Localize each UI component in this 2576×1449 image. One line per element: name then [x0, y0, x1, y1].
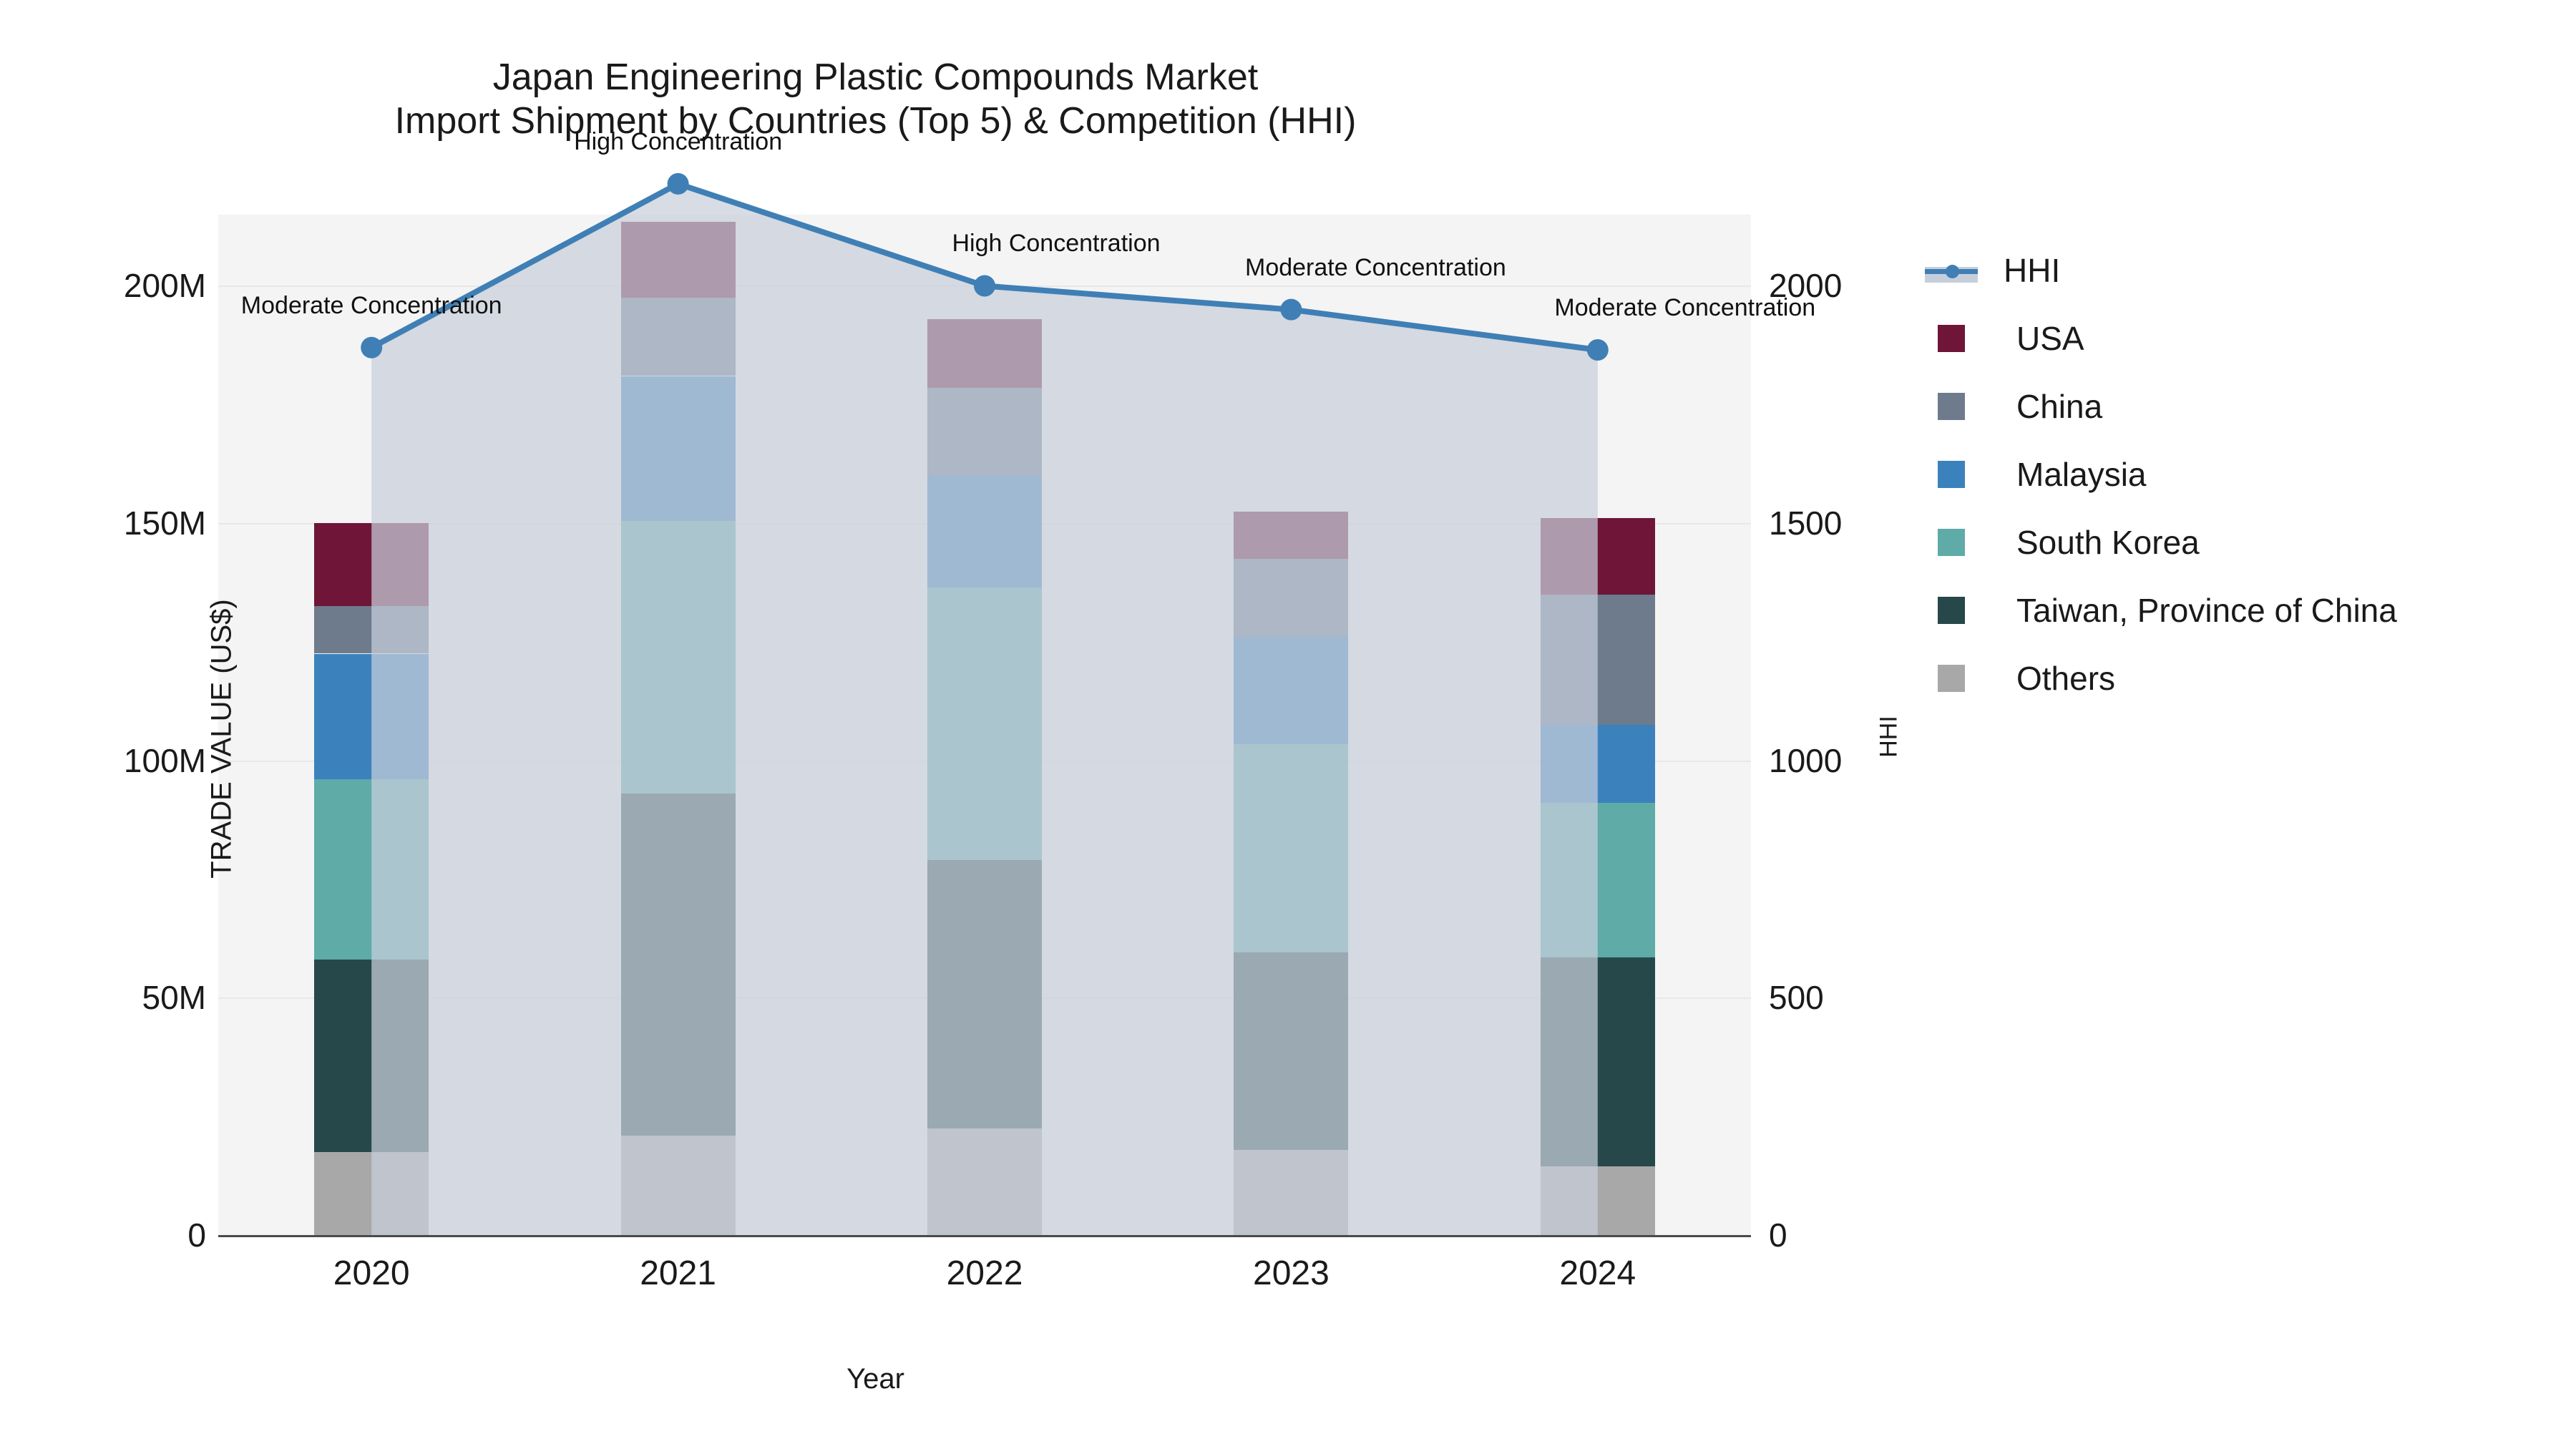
bar-segment[interactable]	[1234, 743, 1349, 953]
legend-swatch-icon	[1938, 460, 1965, 488]
legend-label: USA	[2016, 319, 2084, 357]
bar-segment[interactable]	[314, 779, 429, 960]
legend-item-malaysia[interactable]: Malaysia	[1925, 440, 2540, 508]
x-axis-line	[218, 1235, 1751, 1237]
bar-segment[interactable]	[927, 860, 1042, 1128]
gridline	[218, 286, 1751, 288]
bar-segment[interactable]	[1234, 637, 1349, 744]
plot-area	[218, 215, 1751, 1236]
y-axis-left-label: TRADE VALUE (US$)	[205, 599, 238, 879]
y-axis-right-tick: 500	[1769, 979, 1824, 1017]
bar-segment[interactable]	[1540, 725, 1655, 804]
legend-item-others[interactable]: Others	[1925, 644, 2540, 712]
bar-segment[interactable]	[620, 520, 736, 794]
legend-item-usa[interactable]: USA	[1925, 304, 2540, 372]
concentration-annotation: Moderate Concentration	[1554, 294, 1816, 322]
bar-segment[interactable]	[620, 376, 736, 521]
bar-segment[interactable]	[620, 221, 736, 298]
x-axis-tick: 2023	[1253, 1254, 1330, 1292]
y-axis-left-tick: 150M	[123, 504, 206, 542]
bar-segment[interactable]	[927, 1128, 1042, 1235]
y-axis-right-tick: 1000	[1769, 741, 1843, 779]
bar-segment[interactable]	[927, 475, 1042, 587]
bar-segment[interactable]	[1540, 803, 1655, 957]
concentration-annotation: High Concentration	[952, 230, 1161, 258]
bar-segment[interactable]	[1234, 511, 1349, 559]
legend-swatch-icon	[1938, 664, 1965, 692]
bar-segment[interactable]	[1540, 518, 1655, 595]
bar-segment[interactable]	[620, 794, 736, 1136]
bar-segment[interactable]	[927, 587, 1042, 860]
legend-label: Taiwan, Province of China	[2016, 591, 2397, 629]
legend-item-taiwan[interactable]: Taiwan, Province of China	[1925, 576, 2540, 644]
bar-segment[interactable]	[1540, 1166, 1655, 1235]
legend-label: Malaysia	[2016, 455, 2147, 493]
bar-segment[interactable]	[620, 1135, 736, 1235]
bar-segment[interactable]	[314, 606, 429, 654]
bar-segment[interactable]	[927, 388, 1042, 476]
hhi-marker[interactable]	[667, 172, 689, 195]
y-axis-left-tick: 50M	[142, 979, 206, 1017]
bar-segment[interactable]	[1234, 952, 1349, 1150]
y-axis-left-tick: 200M	[123, 267, 206, 305]
concentration-annotation: Moderate Concentration	[240, 291, 502, 319]
bar-segment[interactable]	[1540, 594, 1655, 725]
x-axis-tick: 2024	[1559, 1254, 1636, 1292]
y-axis-right-tick: 0	[1769, 1216, 1787, 1254]
y-axis-right-tick: 1500	[1769, 504, 1843, 542]
legend: HHI USA China Malaysia South Korea Taiwan, Pr…	[1925, 236, 2540, 712]
legend-swatch-icon	[1938, 596, 1965, 624]
bar-segment[interactable]	[927, 318, 1042, 389]
bar-segment[interactable]	[314, 653, 429, 780]
bar-segment[interactable]	[620, 298, 736, 376]
bar-segment[interactable]	[314, 960, 429, 1152]
concentration-annotation: Moderate Concentration	[1245, 253, 1506, 281]
bar-segment[interactable]	[314, 1151, 429, 1235]
x-axis-tick: 2021	[640, 1254, 716, 1292]
legend-swatch-icon	[1938, 528, 1965, 556]
title-line-1: Japan Engineering Plastic Compounds Mark…	[492, 57, 1259, 98]
y-axis-right-label: HHI	[1875, 716, 1903, 758]
concentration-annotation: High Concentration	[574, 127, 783, 155]
x-axis-tick: 2022	[946, 1254, 1023, 1292]
bar-segment[interactable]	[314, 523, 429, 607]
bar-segment[interactable]	[1234, 558, 1349, 638]
y-axis-left-tick: 100M	[123, 741, 206, 779]
legend-line-icon	[1925, 257, 1978, 284]
legend-swatch-icon	[1938, 392, 1965, 420]
legend-label: South Korea	[2016, 523, 2200, 561]
bar-segment[interactable]	[1540, 957, 1655, 1166]
x-axis-tick: 2020	[333, 1254, 410, 1292]
bar-segment[interactable]	[1234, 1149, 1349, 1235]
legend-item-hhi[interactable]: HHI	[1925, 236, 2540, 304]
legend-label: China	[2016, 387, 2103, 425]
legend-item-south-korea[interactable]: South Korea	[1925, 508, 2540, 576]
y-axis-right-tick: 2000	[1769, 267, 1843, 305]
legend-label: HHI	[2004, 251, 2061, 289]
legend-item-china[interactable]: China	[1925, 372, 2540, 440]
x-axis-label: Year	[847, 1363, 904, 1395]
page-title: Japan Engineering Plastic Compounds Mark…	[0, 56, 1751, 144]
title-line-2: Import Shipment by Countries (Top 5) & C…	[394, 100, 1357, 142]
legend-label: Others	[2016, 659, 2116, 697]
y-axis-left-tick: 0	[187, 1216, 206, 1254]
legend-swatch-icon	[1938, 324, 1965, 352]
